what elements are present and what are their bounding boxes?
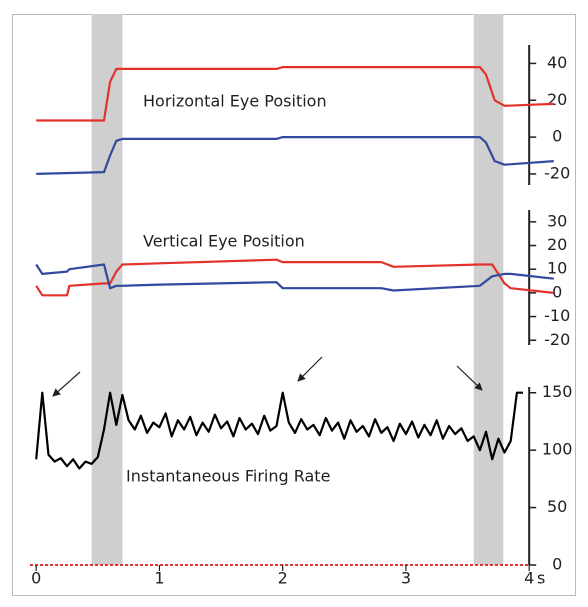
panel-title: Horizontal Eye Position <box>143 92 327 111</box>
series-line <box>36 66 554 122</box>
y-tick-label: 20 <box>547 235 567 254</box>
y-tick-label: -20 <box>544 163 570 182</box>
y-tick-label: 10 <box>547 259 567 278</box>
x-tick-label: 2 <box>278 569 288 588</box>
series-line <box>36 136 554 175</box>
y-tick-label: 0 <box>552 127 562 146</box>
annotation-arrow <box>456 365 483 391</box>
y-tick-label: -10 <box>544 306 570 325</box>
x-tick-label: 1 <box>154 569 164 588</box>
series-line <box>35 263 554 292</box>
series-line <box>35 258 554 297</box>
y-tick-label: 100 <box>542 440 573 459</box>
y-tick-label: 0 <box>552 555 562 574</box>
x-tick-label: 3 <box>401 569 411 588</box>
y-tick-label: 150 <box>542 382 573 401</box>
x-tick-label: 4 <box>524 569 534 588</box>
annotation-arrow <box>52 371 81 397</box>
panel-title: Vertical Eye Position <box>143 232 305 251</box>
y-tick-label: -20 <box>544 330 570 349</box>
panel-title: Instantaneous Firing Rate <box>126 467 330 486</box>
y-tick-label: 50 <box>547 497 567 516</box>
x-axis-label: s <box>537 569 545 588</box>
y-tick-label: 40 <box>547 53 567 72</box>
y-tick-label: 20 <box>547 90 567 109</box>
x-tick-label: 0 <box>31 569 41 588</box>
frame <box>12 14 576 596</box>
series-line <box>35 391 523 470</box>
annotation-arrow <box>297 356 323 382</box>
shaded-span <box>473 14 504 565</box>
y-tick-label: 30 <box>547 211 567 230</box>
y-tick-label: 0 <box>552 282 562 301</box>
